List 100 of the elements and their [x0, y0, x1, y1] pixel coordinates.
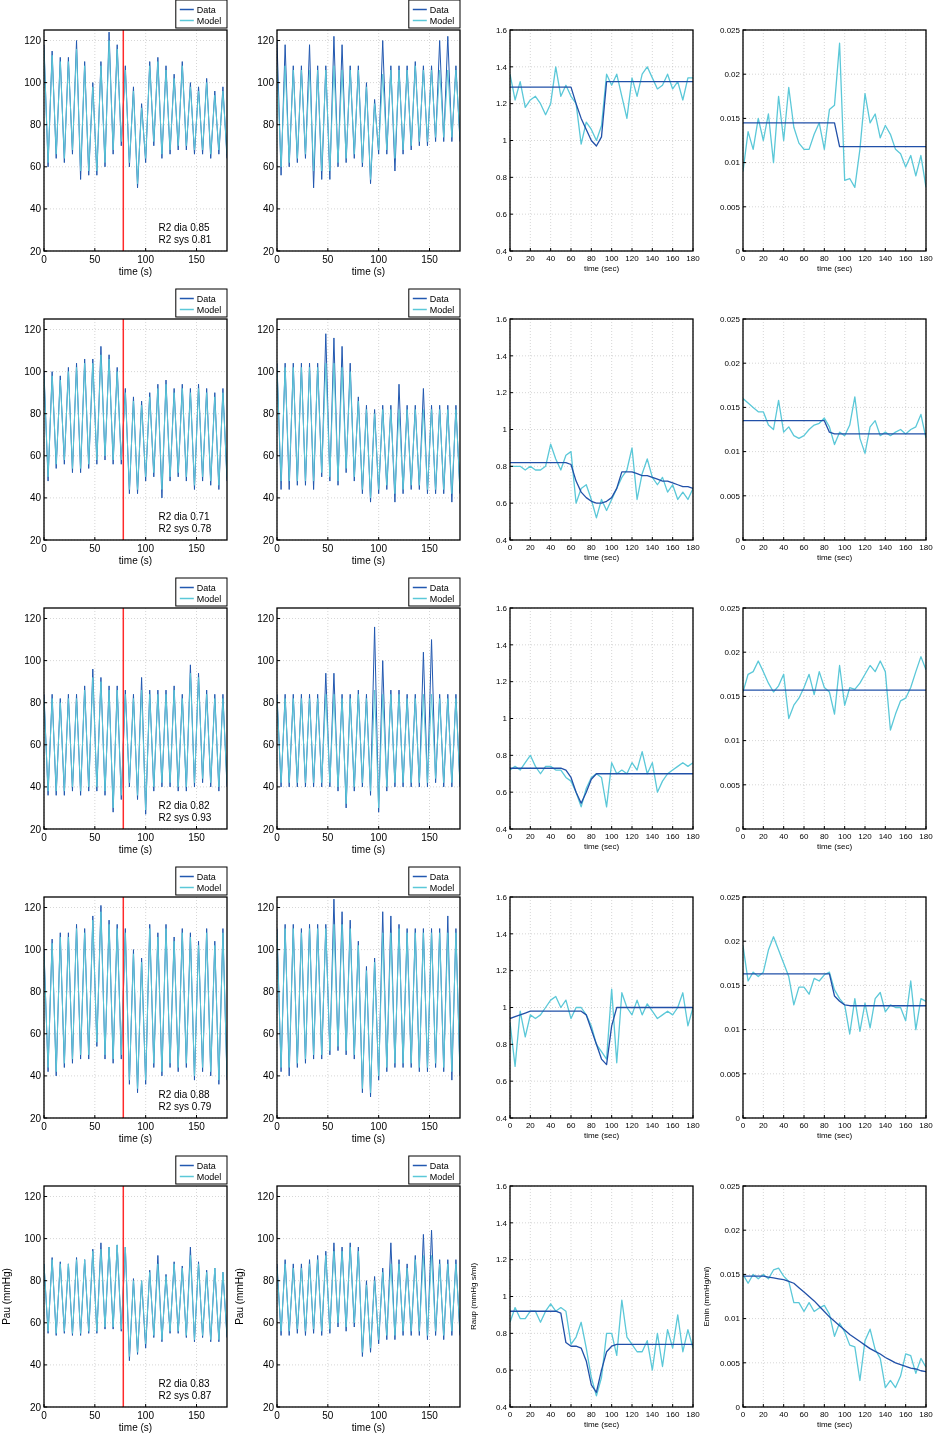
- x-tick-label: 80: [586, 254, 597, 263]
- y-tick-label: 1: [502, 1003, 508, 1013]
- x-tick-label: 100: [137, 1410, 155, 1421]
- y-tick-label: 60: [29, 161, 42, 173]
- y-tick-label: 0.015: [719, 114, 741, 124]
- y-tick-label: 1.4: [495, 929, 508, 939]
- legend-label: Data: [429, 4, 449, 15]
- y-tick-label: 120: [24, 324, 42, 336]
- x-tick-label: 60: [566, 1121, 576, 1130]
- x-axis-title: time (s): [118, 555, 153, 566]
- x-tick-label: 150: [188, 543, 206, 554]
- x-tick-label: 100: [604, 254, 619, 263]
- y-tick-label: 40: [29, 1070, 42, 1082]
- y-tick-label: 0.025: [719, 603, 741, 613]
- x-tick-label: 100: [837, 254, 852, 263]
- x-tick-label: 40: [779, 832, 789, 841]
- x-axis-title: time (sec): [816, 1420, 853, 1429]
- x-tick-label: 80: [586, 1410, 597, 1419]
- x-tick-label: 120: [625, 543, 640, 552]
- y-tick-label: 1.4: [495, 351, 508, 361]
- x-axis-title: time (s): [351, 1133, 386, 1144]
- x-tick-label: 100: [604, 1410, 619, 1419]
- x-tick-label: 60: [566, 543, 576, 552]
- x-tick-label: 100: [837, 832, 852, 841]
- x-tick-label: 150: [188, 1121, 206, 1132]
- x-tick-label: 60: [799, 832, 809, 841]
- y-tick-label: 100: [24, 655, 42, 667]
- x-axis-title: time (sec): [816, 1131, 853, 1140]
- y-tick-label: 0.025: [719, 25, 741, 35]
- x-tick-label: 20: [758, 254, 769, 263]
- x-tick-label: 100: [837, 543, 852, 552]
- x-tick-label: 100: [370, 1121, 388, 1132]
- x-tick-label: 140: [878, 543, 893, 552]
- y-tick-label: 40: [262, 1359, 275, 1371]
- x-tick-label: 60: [799, 1121, 809, 1130]
- y-tick-label: 100: [24, 944, 42, 956]
- x-tick-label: 160: [665, 832, 680, 841]
- x-tick-label: 150: [421, 254, 439, 265]
- y-tick-label: 1: [502, 1292, 508, 1302]
- x-tick-label: 60: [799, 543, 809, 552]
- x-tick-label: 120: [625, 1121, 640, 1130]
- x-tick-label: 40: [779, 254, 789, 263]
- y-axis-title: Pau (mmHg): [234, 1268, 245, 1325]
- y-tick-label: 0.025: [719, 314, 741, 324]
- y-tick-label: 120: [257, 1191, 275, 1203]
- x-axis-title: time (sec): [583, 842, 620, 851]
- x-tick-label: 120: [858, 832, 873, 841]
- y-tick-label: 80: [29, 119, 42, 131]
- x-axis-title: time (sec): [583, 553, 620, 562]
- x-tick-label: 80: [819, 543, 830, 552]
- y-tick-label: 80: [29, 1275, 42, 1287]
- x-tick-label: 20: [758, 832, 769, 841]
- y-tick-label: 60: [262, 1317, 275, 1329]
- x-tick-label: 50: [322, 543, 334, 554]
- x-tick-label: 50: [89, 254, 101, 265]
- y-tick-label: 0.025: [719, 1181, 741, 1191]
- x-axis-title: time (s): [118, 844, 153, 855]
- x-axis-title: time (s): [118, 1422, 153, 1433]
- x-axis-title: time (s): [118, 266, 153, 277]
- y-tick-label: 80: [262, 697, 275, 709]
- x-tick-label: 100: [370, 1410, 388, 1421]
- x-tick-label: 160: [665, 543, 680, 552]
- x-tick-label: 80: [819, 1121, 830, 1130]
- x-tick-label: 140: [645, 1410, 660, 1419]
- x-tick-label: 160: [665, 1410, 680, 1419]
- y-tick-label: 80: [262, 119, 275, 131]
- y-tick-label: 0.02: [724, 1226, 741, 1235]
- y-tick-label: 1.6: [495, 1181, 508, 1191]
- legend-label: Model: [429, 882, 455, 893]
- legend-label: Model: [429, 1171, 455, 1182]
- y-tick-label: 40: [262, 203, 275, 215]
- y-tick-label: 0.8: [495, 1329, 508, 1339]
- y-tick-label: 60: [262, 739, 275, 751]
- y-tick-label: 100: [24, 1233, 42, 1245]
- annotation: R2 sys 0.79: [158, 1101, 212, 1113]
- x-tick-label: 140: [878, 1410, 893, 1419]
- x-axis-title: time (sec): [816, 842, 853, 851]
- y-tick-label: 0.01: [724, 1025, 741, 1035]
- legend-label: Data: [196, 871, 216, 882]
- x-tick-label: 40: [546, 832, 556, 841]
- x-tick-label: 180: [686, 254, 701, 263]
- legend-label: Data: [196, 1160, 216, 1171]
- y-tick-label: 120: [24, 902, 42, 914]
- x-tick-label: 180: [686, 1121, 701, 1130]
- x-tick-label: 140: [878, 254, 893, 263]
- x-tick-label: 100: [137, 254, 155, 265]
- y-tick-label: 0: [735, 1113, 741, 1123]
- x-tick-label: 60: [799, 254, 809, 263]
- legend-label: Data: [429, 582, 449, 593]
- x-tick-label: 150: [188, 832, 206, 843]
- y-tick-label: 0: [735, 1402, 741, 1412]
- y-tick-label: 100: [24, 366, 42, 378]
- y-tick-label: 0.4: [495, 246, 508, 256]
- y-tick-label: 1.4: [495, 1218, 508, 1228]
- x-axis-title: time (s): [351, 266, 386, 277]
- y-tick-label: 120: [24, 35, 42, 47]
- y-tick-label: 0.015: [719, 692, 741, 702]
- x-tick-label: 100: [837, 1410, 852, 1419]
- y-tick-label: 0.6: [495, 209, 508, 219]
- x-tick-label: 50: [322, 832, 334, 843]
